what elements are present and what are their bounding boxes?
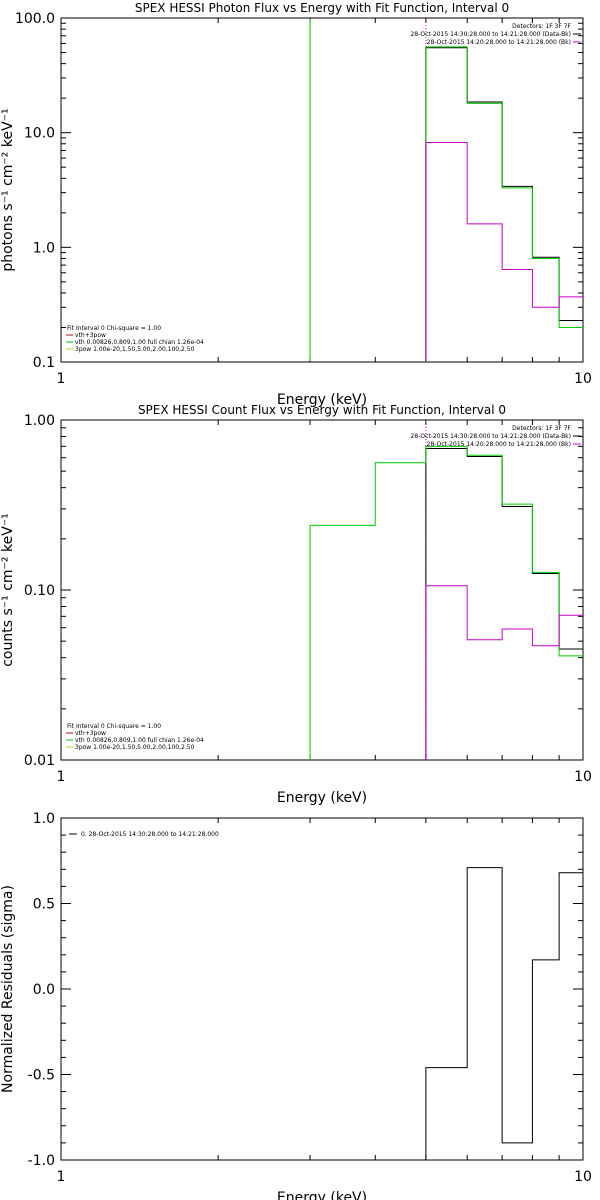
legend-top-text: 28-Oct-2015 14:30:28.000 to 14:21:28.000… bbox=[410, 433, 571, 440]
y-axis-label: Normalized Residuals (sigma) bbox=[0, 885, 16, 1093]
y-axis-label: counts s⁻¹ cm⁻² keV⁻¹ bbox=[0, 513, 16, 667]
y-tick-label: 1.00 bbox=[24, 413, 55, 429]
plot-frame bbox=[60, 419, 584, 761]
x-axis-label: Energy (keV) bbox=[277, 1190, 367, 1200]
series-step-line bbox=[425, 585, 583, 760]
y-axis-label: photons s⁻¹ cm⁻² keV⁻¹ bbox=[0, 108, 16, 271]
x-axis-label: Energy (keV) bbox=[277, 790, 367, 806]
legend-top-text: 28-Oct-2015 14:20:28.000 to 14:21:28.000… bbox=[427, 441, 571, 448]
x-tick-label: 10 bbox=[574, 769, 592, 785]
legend-top-text: Detectors: 1F 3F 7F bbox=[512, 23, 571, 30]
y-tick-label: -1.0 bbox=[28, 1153, 55, 1169]
residual-legend-text: 0. 28-Oct-2015 14:30:28.000 to 14:21:28.… bbox=[81, 831, 219, 838]
legend-bottom-text: Fit Interval 0 Chi-square = 1.00 bbox=[67, 723, 161, 730]
y-tick-label: 10.0 bbox=[24, 126, 55, 142]
x-tick-label: 10 bbox=[574, 1169, 592, 1185]
y-tick-label: 0.1 bbox=[33, 355, 55, 371]
plot-frame bbox=[60, 17, 584, 363]
x-tick-label: 1 bbox=[57, 1169, 66, 1185]
legend-bottom-text: Fit Interval 0 Chi-square = 1.00 bbox=[67, 325, 161, 332]
x-axis-label: Energy (keV) bbox=[277, 392, 367, 408]
series-step-line bbox=[309, 445, 583, 760]
y-tick-label: 0.01 bbox=[24, 753, 55, 769]
legend-top-text: 28-Oct-2015 14:20:28.000 to 14:21:28.000… bbox=[427, 39, 571, 46]
legend-bottom-text: 3pow 1.00e-20,1.50,5.00,2.00,100,2.50 bbox=[75, 346, 195, 353]
series-step-line bbox=[425, 867, 583, 1160]
legend-bottom-text: vth 0.00826,0.809,1.00 full chian 1.26e-… bbox=[75, 737, 204, 744]
y-tick-label: 0.10 bbox=[24, 583, 55, 599]
y-tick-label: 1.0 bbox=[33, 240, 55, 256]
legend-top-text: Detectors: 1F 3F 7F bbox=[512, 425, 571, 432]
legend-bottom-text: 3pow 1.00e-20,1.50,5.00,2.00,100,2.50 bbox=[75, 744, 195, 751]
plot-frame bbox=[60, 817, 584, 1161]
y-tick-label: 100.0 bbox=[15, 11, 55, 27]
chart-title: SPEX HESSI Photon Flux vs Energy with Fi… bbox=[135, 1, 509, 15]
y-tick-label: -0.5 bbox=[28, 1068, 55, 1084]
series-step-line bbox=[425, 142, 583, 362]
y-tick-label: 0.0 bbox=[33, 982, 55, 998]
legend-bottom-text: vth+3pow bbox=[75, 730, 106, 737]
legend-bottom-text: vth 0.00826,0.809,1.00 full chian 1.26e-… bbox=[75, 339, 204, 346]
chart-title: SPEX HESSI Count Flux vs Energy with Fit… bbox=[138, 403, 506, 417]
y-tick-label: 1.0 bbox=[33, 811, 55, 827]
legend-bottom-text: vth+3pow bbox=[75, 332, 106, 339]
legend-top-text: 28-Oct-2015 14:30:28.000 to 14:21:28.000… bbox=[410, 31, 571, 38]
x-tick-label: 10 bbox=[574, 371, 592, 387]
x-tick-label: 1 bbox=[57, 371, 66, 387]
series-step-line bbox=[425, 46, 583, 362]
y-tick-label: 0.5 bbox=[33, 897, 55, 913]
x-tick-label: 1 bbox=[57, 769, 66, 785]
